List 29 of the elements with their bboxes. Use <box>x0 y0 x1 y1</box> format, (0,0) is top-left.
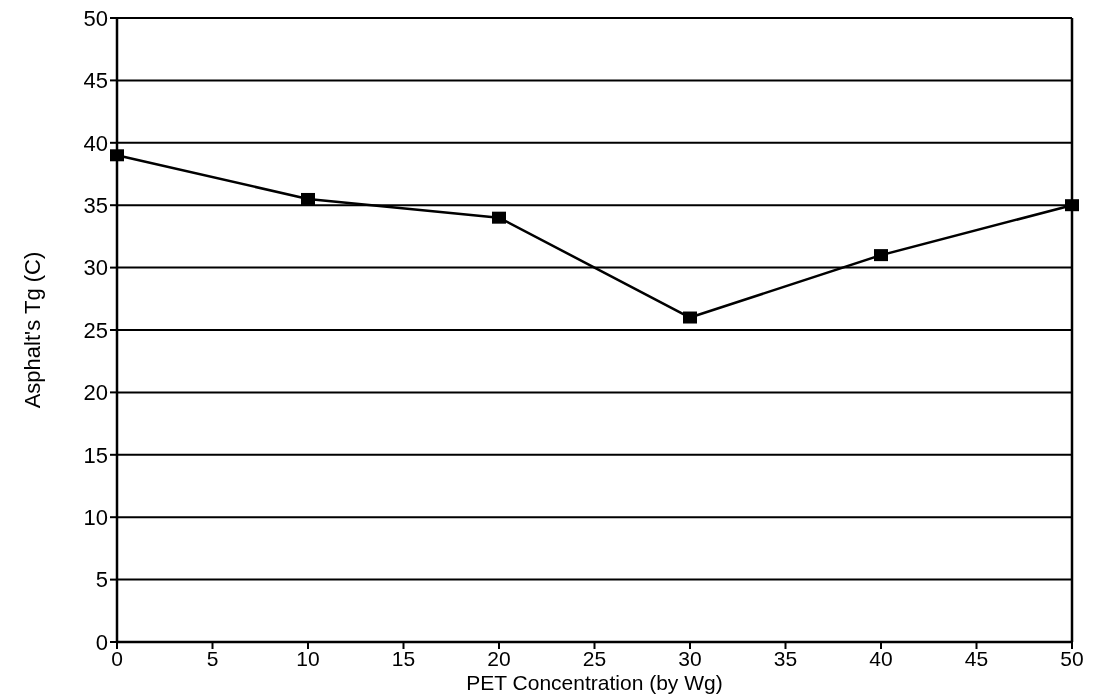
point <box>301 192 315 205</box>
y-tick-label: 25 <box>83 317 108 343</box>
point <box>110 149 124 162</box>
y-tick-label: 35 <box>83 192 108 218</box>
point <box>1065 199 1079 212</box>
x-tick-label: 50 <box>1060 647 1084 670</box>
y-tick-label: 45 <box>83 68 108 94</box>
y-tick-label: 15 <box>83 442 108 468</box>
x-tick-label: 0 <box>111 647 123 670</box>
x-tick-label: 45 <box>964 647 989 670</box>
x-tick-label: 30 <box>678 647 702 670</box>
x-axis-title: PET Concentration (by Wg) <box>466 671 723 694</box>
x-tick-label: 5 <box>206 647 219 670</box>
y-tick-label: 5 <box>95 567 108 593</box>
y-tick-label: 30 <box>83 255 108 281</box>
point <box>874 249 888 262</box>
y-axis-title: Asphalt's Tg (C) <box>20 251 45 409</box>
x-tick-label: 10 <box>296 647 320 670</box>
x-tick-label: 25 <box>582 647 607 670</box>
x-tick-label: 15 <box>391 647 416 670</box>
y-tick-label: 50 <box>83 5 108 31</box>
y-tick-label: 10 <box>83 504 108 530</box>
x-tick-label: 20 <box>487 647 511 670</box>
point <box>683 311 697 324</box>
point <box>492 211 506 224</box>
x-tick-label: 40 <box>869 647 893 670</box>
y-tick-label: 40 <box>83 130 108 156</box>
x-tick-label: 35 <box>773 647 798 670</box>
y-tick-label: 20 <box>83 380 108 406</box>
